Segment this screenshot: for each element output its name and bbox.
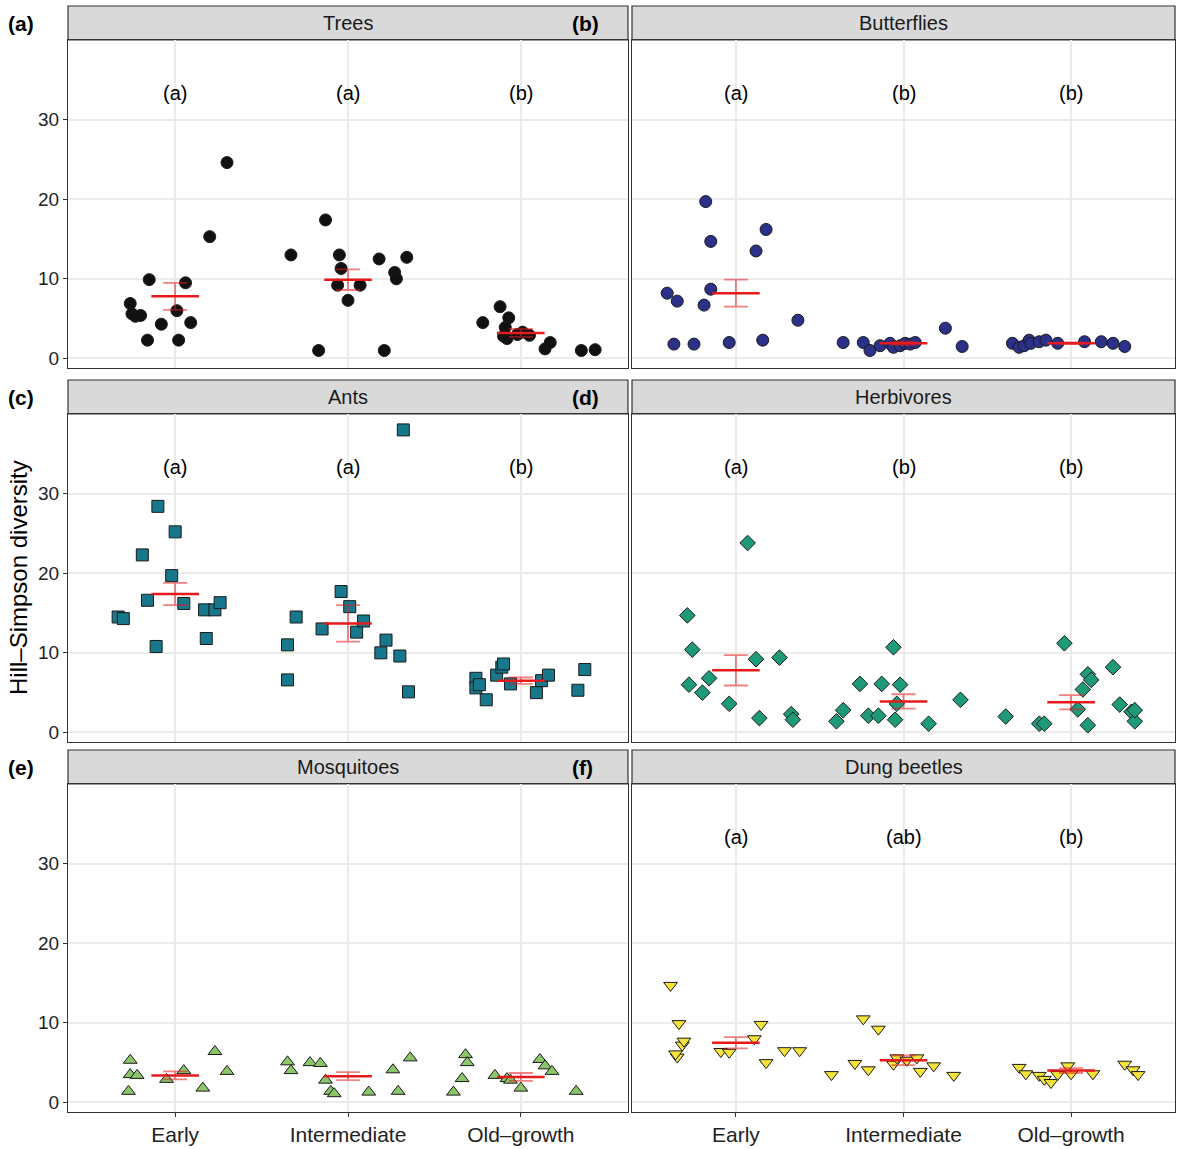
svg-text:(e): (e) [8,756,34,779]
svg-text:(a): (a) [724,82,748,104]
svg-text:0: 0 [49,1092,60,1113]
svg-text:(b): (b) [572,12,599,35]
svg-text:0: 0 [49,722,60,743]
svg-text:(b): (b) [509,82,533,104]
svg-text:(a): (a) [163,456,187,478]
svg-text:(b): (b) [892,82,916,104]
svg-text:(b): (b) [1059,456,1083,478]
svg-text:30: 30 [38,853,59,874]
svg-text:Ants: Ants [328,386,368,408]
svg-text:(b): (b) [1059,82,1083,104]
svg-text:(a): (a) [163,82,187,104]
svg-text:(a): (a) [724,456,748,478]
svg-text:Mosquitoes: Mosquitoes [297,756,399,778]
svg-text:Old–growth: Old–growth [467,1123,574,1146]
svg-text:Old–growth: Old–growth [1017,1123,1124,1146]
svg-text:(f): (f) [572,756,593,779]
svg-text:Trees: Trees [323,12,373,34]
svg-text:(b): (b) [509,456,533,478]
svg-text:10: 10 [38,268,59,289]
svg-text:(b): (b) [1059,826,1083,848]
svg-text:Early: Early [712,1123,760,1146]
svg-text:(ab): (ab) [886,826,922,848]
svg-text:(a): (a) [336,82,360,104]
svg-text:(a): (a) [336,456,360,478]
svg-text:(a): (a) [8,12,34,35]
svg-text:Intermediate: Intermediate [290,1123,407,1146]
svg-text:30: 30 [38,483,59,504]
svg-text:20: 20 [38,933,59,954]
svg-text:30: 30 [38,109,59,130]
svg-text:Early: Early [151,1123,199,1146]
svg-text:Dung beetles: Dung beetles [845,756,963,778]
svg-text:Intermediate: Intermediate [845,1123,962,1146]
svg-text:(d): (d) [572,386,599,409]
svg-text:20: 20 [38,189,59,210]
svg-text:Butterflies: Butterflies [859,12,948,34]
svg-text:(a): (a) [724,826,748,848]
svg-text:Hill–Simpson diversity: Hill–Simpson diversity [5,460,32,695]
svg-text:10: 10 [38,1012,59,1033]
svg-text:(c): (c) [8,386,34,409]
svg-text:(b): (b) [892,456,916,478]
svg-text:20: 20 [38,563,59,584]
svg-text:10: 10 [38,642,59,663]
svg-text:Herbivores: Herbivores [855,386,952,408]
svg-text:0: 0 [49,348,60,369]
